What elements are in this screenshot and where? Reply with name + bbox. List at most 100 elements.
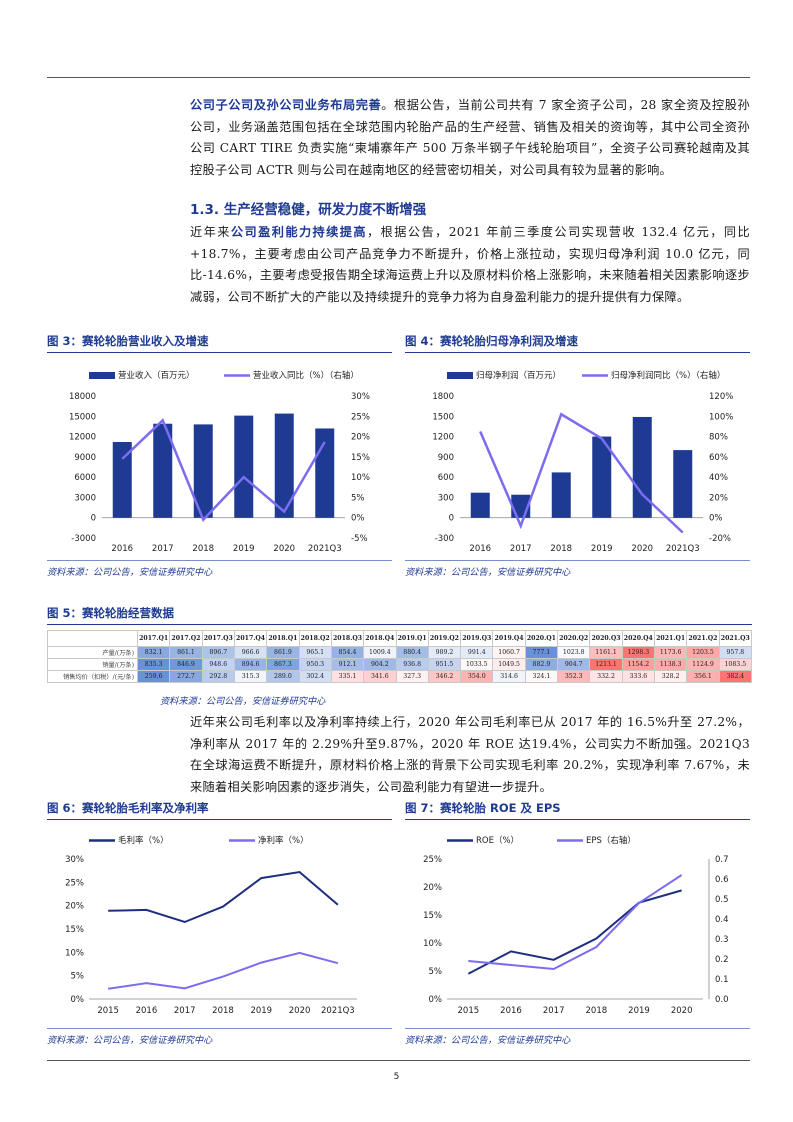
table-cell: 882.9	[524, 658, 559, 671]
table-row-label: 销售均价（扣税）/(元/条)	[47, 670, 138, 683]
fig5-title: 图 5：赛轮轮胎经营数据	[47, 605, 752, 625]
legend-label: 营业收入（百万元）	[118, 370, 195, 381]
bar	[274, 413, 294, 518]
table-column-header: 2020.Q1	[524, 630, 559, 647]
table-column-header: 2017.Q3	[201, 630, 235, 647]
y-tick-label: 12000	[69, 433, 96, 443]
table-cell: 832.1	[136, 646, 171, 659]
paragraph-subsidiaries: 公司子公司及孙公司业务布局完善。根据公告，当前公司共有 7 家全资子公司，28 …	[190, 95, 750, 181]
table-cell: 1060.7	[492, 646, 526, 659]
y-tick-label: 0%	[71, 995, 85, 1005]
x-tick-label: 2019	[250, 1006, 272, 1016]
header-rule	[47, 77, 750, 78]
table-cell: 1173.6	[653, 646, 688, 659]
bar	[153, 423, 173, 518]
fig5-table-wrap: 2017.Q1 2017.Q2 2017.Q3 2017.Q4 2018.Q1 2018.…	[47, 630, 753, 683]
x-tick-label: 2016	[111, 544, 133, 554]
table-cell: 950.3	[298, 658, 332, 671]
paragraph-lead-bold: 公司盈利能力持续提高	[230, 225, 368, 239]
table-cell: 867.3	[266, 658, 300, 671]
table-column-header: 2018.Q1	[266, 630, 300, 647]
table-cell: 965.1	[298, 646, 332, 659]
paragraph-body: 。根据公告，当前公司共有 7 家全资子公司，28 家全资及控股孙公司，业务涵盖范…	[190, 98, 751, 177]
section-heading: 1.3. 生产经营稳健，研发力度不断增强	[190, 202, 427, 218]
table-column-header: 2019.Q3	[460, 630, 494, 647]
table-column-header: 2021.Q1	[653, 630, 688, 647]
y-tick-label: 10%	[65, 948, 84, 958]
y-tick-label: 1500	[432, 412, 454, 422]
table-cell: 777.1	[524, 646, 559, 659]
table-cell: 302.4	[298, 670, 332, 683]
x-tick-label: 2017	[510, 544, 532, 554]
y2-tick-label: 100%	[709, 412, 733, 422]
table-column-header: 2020.Q4	[621, 630, 656, 647]
table-cell: 936.8	[395, 658, 429, 671]
table-column-header: 2018.Q4	[363, 630, 397, 647]
bar	[470, 492, 490, 518]
paragraph-margins: 近年来公司毛利率以及净利率持续上行，2020 年公司毛利率已从 2017 年的 …	[190, 715, 750, 794]
series-line-primary	[467, 889, 682, 975]
y-tick-label: 25%	[65, 878, 84, 888]
fig4-source: 资料来源：公司公告，安信证券研究中心	[405, 560, 750, 578]
x-tick-label: 2019	[233, 544, 255, 554]
y2-tick-label: 60%	[709, 453, 728, 463]
table-cell: 957.8	[718, 646, 753, 659]
legend-label: 归母净利润（百万元）	[476, 370, 561, 381]
x-tick-label: 2015	[97, 1006, 119, 1016]
fig4-title: 图 4：赛轮轮胎归母净利润及增速	[405, 333, 750, 353]
y2-tick-label: 0%	[351, 514, 365, 524]
x-tick-label: 2017	[152, 544, 174, 554]
table-column-header: 2020.Q2	[557, 630, 591, 647]
table-cell: 1203.5	[686, 646, 720, 659]
y2-tick-label: 40%	[709, 473, 728, 483]
bar	[632, 416, 652, 518]
table-cell: 951.5	[427, 658, 462, 671]
table-column-header: 2017.Q2	[169, 630, 203, 647]
table-column-header: 2019.Q4	[492, 630, 526, 647]
y2-tick-label: 0.6	[715, 875, 729, 885]
y2-tick-label: 80%	[709, 433, 728, 443]
x-tick-label: 2016	[500, 1006, 522, 1016]
growth-line	[121, 418, 326, 523]
table-cell: 1033.5	[460, 658, 494, 671]
series-line-secondary	[107, 951, 339, 990]
y2-tick-label: 0%	[709, 514, 723, 524]
bar	[234, 415, 254, 518]
table-cell: 966.6	[233, 646, 268, 659]
table-column-header: 2021.Q3	[718, 630, 753, 647]
paragraph-body: ，根据公告，2021 年前三季度公司实现营收 132.4 亿元，同比+18.7%…	[190, 225, 750, 304]
table-cell: 1138.3	[653, 658, 688, 671]
y-tick-label: 3000	[74, 493, 96, 503]
y-tick-label: -300	[435, 534, 454, 544]
y2-tick-label: 10%	[351, 473, 370, 483]
table-cell: 346.2	[427, 670, 462, 683]
table-column-header: 2018.Q3	[330, 630, 365, 647]
y-tick-label: 15%	[423, 911, 442, 921]
x-tick-label: 2019	[628, 1006, 650, 1016]
y-tick-label: 1800	[432, 392, 454, 402]
y2-tick-label: 0.3	[715, 935, 729, 945]
series-line-secondary	[468, 874, 683, 971]
x-tick-label: 2018	[586, 1006, 608, 1016]
fig3-chart: 营业收入（百万元） 营业收入同比（%）（右轴） 18000 15000 12000 900…	[69, 370, 370, 554]
footer-rule	[47, 1060, 750, 1061]
x-tick-label: 2015	[458, 1006, 480, 1016]
y-tick-label: 300	[438, 493, 454, 503]
x-tick-label: 2020	[671, 1006, 693, 1016]
x-tick-label: 2020	[289, 1006, 311, 1016]
paragraph-pre: 近年来	[190, 225, 231, 239]
table-cell: 861.9	[266, 646, 300, 659]
fig6-title: 图 6：赛轮轮胎毛利率及净利率	[47, 800, 392, 820]
bar	[592, 436, 612, 518]
y-tick-label: 600	[438, 473, 454, 483]
table-cell: 289.0	[266, 670, 300, 683]
y-tick-label: 1200	[432, 433, 454, 443]
y2-tick-label: 0.0	[715, 995, 729, 1005]
table-cell: 332.2	[589, 670, 623, 683]
y-tick-label: 10%	[423, 939, 442, 949]
y-tick-label: 20%	[423, 883, 442, 893]
legend-swatch	[89, 372, 115, 379]
x-tick-label: 2016	[136, 1006, 158, 1016]
y-tick-label: 30%	[65, 855, 84, 865]
table-row: 销售均价（扣税）/(元/条) 259.6 272.7 292.8 315.3 289.0 3…	[47, 670, 753, 683]
